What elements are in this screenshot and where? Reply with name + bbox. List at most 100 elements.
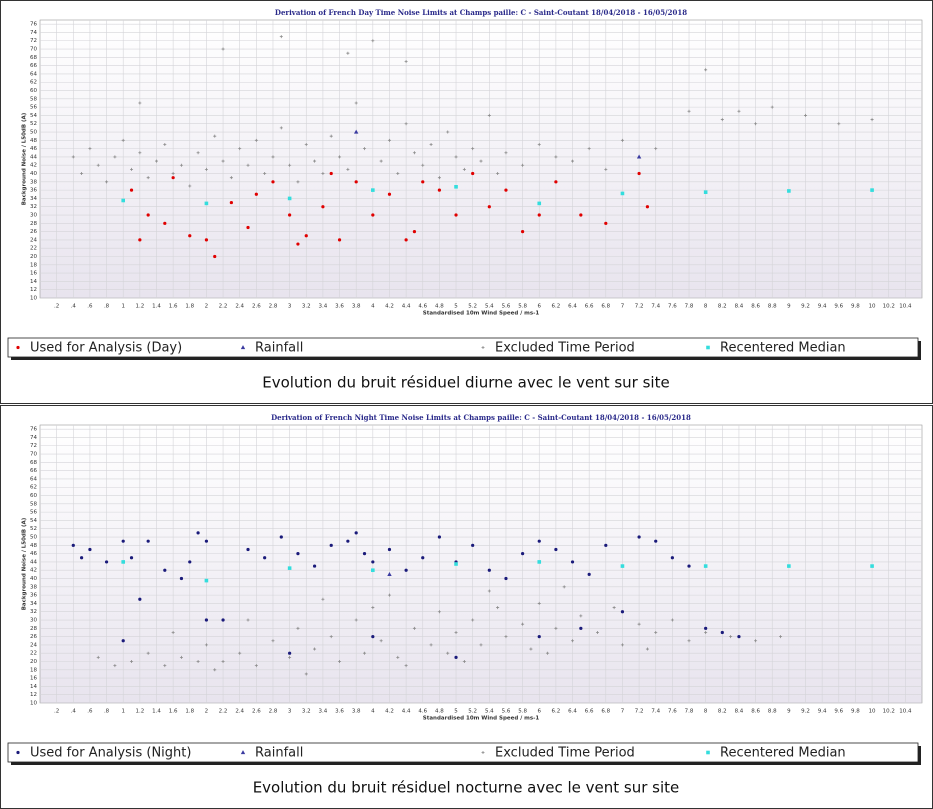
y-axis-label: Background Noise / L50dB (A) (22, 517, 28, 610)
data-point (204, 578, 209, 583)
data-point (454, 630, 458, 634)
x-tick-label: 3.6 (335, 709, 344, 715)
x-tick-label: 5.2 (468, 709, 477, 715)
x-tick-label: 7.2 (635, 304, 644, 310)
data-point (487, 205, 491, 209)
data-point (163, 568, 167, 572)
x-tick-label: 4.2 (385, 304, 394, 310)
y-tick-label: 12 (30, 287, 37, 293)
data-point (179, 576, 184, 581)
y-tick-label: 42 (30, 163, 37, 169)
y-tick-label: 64 (30, 71, 37, 77)
data-point (654, 539, 658, 543)
x-tick-label: 10.2 (883, 709, 895, 715)
data-point (421, 556, 425, 560)
y-tick-label: 46 (30, 551, 37, 557)
data-point (604, 221, 608, 225)
data-point (454, 155, 458, 159)
x-tick-label: 9.8 (851, 304, 860, 310)
data-point (529, 647, 533, 651)
y-tick-label: 28 (30, 626, 37, 632)
x-tick-label: 7 (621, 304, 625, 310)
data-point (804, 113, 808, 117)
y-tick-label: 30 (30, 618, 37, 624)
data-point (80, 172, 84, 176)
data-point (204, 238, 209, 242)
y-tick-label: 72 (30, 38, 37, 44)
data-point (346, 167, 350, 171)
caption: Evolution du bruit résiduel diurne avec … (262, 374, 669, 392)
x-tick-label: 1.8 (185, 304, 194, 310)
data-point (337, 238, 342, 242)
x-tick-label: 7.4 (651, 304, 660, 310)
x-tick-label: 7.8 (685, 709, 694, 715)
data-point (204, 618, 209, 622)
data-point (204, 539, 209, 543)
data-point (138, 238, 142, 242)
data-point (654, 630, 658, 634)
x-tick-label: 9.4 (818, 709, 827, 715)
x-tick-label: 4.8 (435, 709, 444, 715)
data-point (287, 566, 292, 570)
y-tick-label: 24 (30, 642, 37, 648)
x-axis-label: Standardised 10m Wind Speed / ms-1 (423, 311, 540, 317)
data-point (471, 543, 475, 547)
x-tick-label: 3.8 (352, 709, 361, 715)
data-point (88, 147, 92, 151)
data-point (288, 163, 292, 167)
y-tick-label: 76 (30, 22, 37, 28)
data-point (121, 539, 125, 543)
data-point (238, 147, 242, 151)
data-point (620, 191, 625, 196)
data-point (121, 198, 126, 203)
legend (7, 742, 919, 763)
x-tick-label: 6.6 (585, 304, 594, 310)
x-tick-label: 1.6 (169, 304, 178, 310)
x-tick-label: 6 (537, 709, 541, 715)
y-tick-label: 48 (30, 543, 37, 549)
x-tick-label: 2 (205, 709, 209, 715)
legend-label: Recentered Median (720, 341, 846, 356)
data-point (396, 655, 400, 659)
data-point (371, 635, 375, 639)
x-tick-label: 4 (371, 304, 375, 310)
data-point (346, 539, 350, 543)
x-tick-label: 2.6 (252, 304, 261, 310)
data-point (636, 154, 642, 159)
data-point (304, 142, 308, 146)
x-tick-label: 3.2 (302, 304, 311, 310)
data-point (504, 635, 508, 639)
y-tick-label: 20 (30, 254, 37, 260)
data-point (246, 225, 250, 230)
y-tick-label: 54 (30, 518, 37, 524)
x-tick-label: 6.8 (601, 709, 610, 715)
data-point (279, 35, 283, 39)
x-tick-label: 2.4 (235, 304, 244, 310)
data-point (537, 539, 541, 543)
data-point (704, 68, 708, 72)
y-tick-label: 50 (30, 130, 37, 136)
data-point (371, 560, 375, 564)
data-point (113, 155, 117, 159)
y-tick-label: 52 (30, 121, 37, 127)
data-point (637, 535, 641, 539)
x-tick-label: 7.8 (685, 304, 694, 310)
data-point (363, 147, 367, 151)
x-tick-label: 7 (621, 709, 625, 715)
data-point (546, 651, 550, 655)
x-tick-label: .2 (54, 304, 59, 310)
y-tick-label: 62 (30, 80, 37, 86)
data-point (487, 568, 491, 572)
x-tick-label: 9.6 (834, 709, 843, 715)
data-point (704, 630, 708, 634)
y-tick-label: 62 (30, 485, 37, 491)
x-tick-label: 8.2 (718, 304, 727, 310)
data-point (263, 556, 267, 560)
data-point (704, 626, 708, 630)
y-tick-label: 30 (30, 213, 37, 219)
data-point (213, 668, 217, 672)
y-tick-label: 28 (30, 221, 37, 227)
y-tick-label: 64 (30, 476, 37, 482)
data-point (637, 171, 641, 176)
x-tick-label: 6.4 (568, 304, 577, 310)
